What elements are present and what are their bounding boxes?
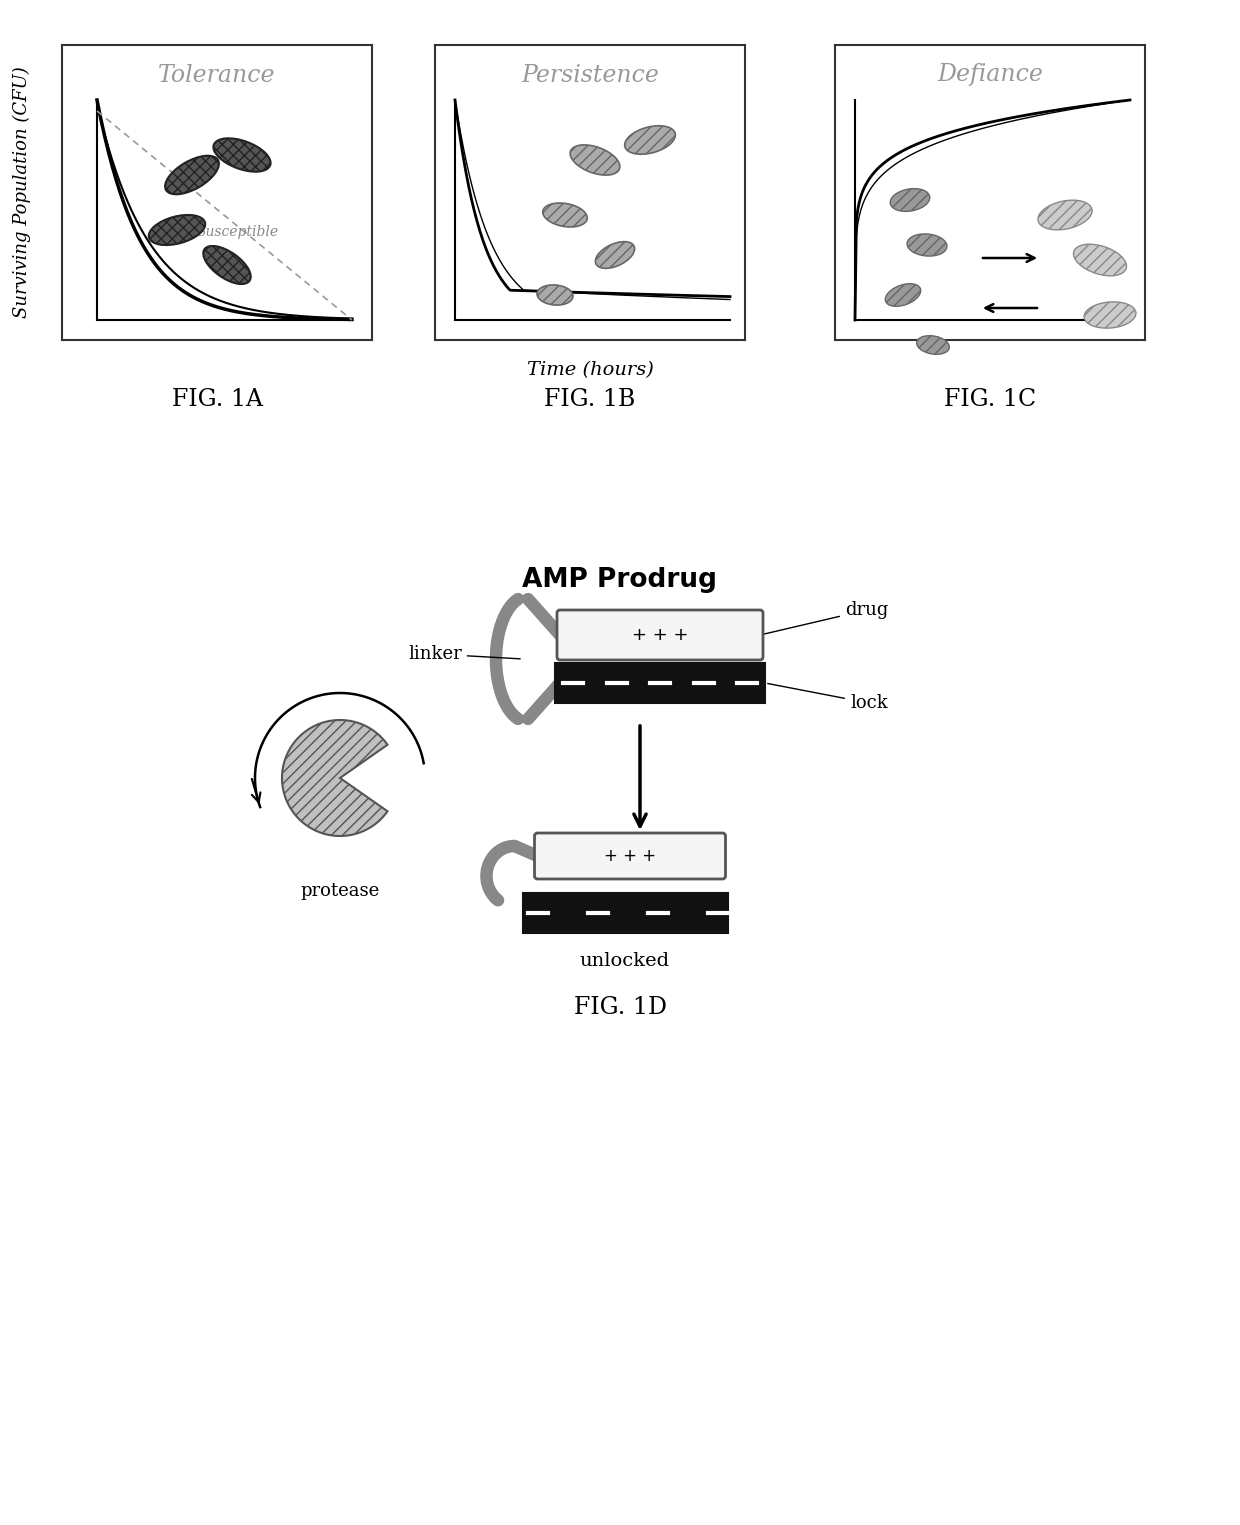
Ellipse shape	[890, 189, 930, 212]
Ellipse shape	[916, 336, 950, 354]
Text: linker: linker	[408, 645, 521, 663]
Text: AMP Prodrug: AMP Prodrug	[522, 567, 718, 593]
Bar	[522, 894, 728, 933]
Text: + + +: + + +	[631, 625, 688, 644]
FancyBboxPatch shape	[534, 833, 725, 878]
FancyBboxPatch shape	[557, 610, 763, 660]
Text: FIG. 1B: FIG. 1B	[544, 389, 636, 412]
Ellipse shape	[1038, 200, 1092, 230]
Ellipse shape	[625, 125, 676, 154]
Text: unlocked: unlocked	[580, 952, 670, 970]
Text: Tolerance: Tolerance	[159, 64, 275, 87]
Text: + + +: + + +	[604, 846, 656, 865]
Ellipse shape	[165, 156, 219, 194]
Ellipse shape	[213, 139, 270, 172]
Ellipse shape	[203, 246, 250, 284]
Text: FIG. 1A: FIG. 1A	[171, 389, 263, 412]
Ellipse shape	[543, 203, 588, 227]
Text: Time (hours): Time (hours)	[527, 361, 653, 380]
Text: FIG. 1C: FIG. 1C	[944, 389, 1037, 412]
Ellipse shape	[537, 285, 573, 305]
Text: Susceptible: Susceptible	[196, 226, 278, 239]
Text: FIG. 1D: FIG. 1D	[573, 996, 667, 1020]
Ellipse shape	[906, 233, 947, 256]
Text: protease: protease	[300, 881, 379, 900]
Text: drug: drug	[763, 601, 888, 634]
Text: lock: lock	[768, 683, 888, 712]
Bar	[556, 663, 765, 703]
Ellipse shape	[1074, 244, 1126, 276]
Ellipse shape	[149, 215, 206, 246]
Text: Defiance: Defiance	[937, 64, 1043, 87]
Ellipse shape	[570, 145, 620, 175]
Text: Surviving Population (CFU): Surviving Population (CFU)	[12, 67, 31, 319]
Ellipse shape	[595, 241, 635, 268]
Text: Persistence: Persistence	[521, 64, 658, 87]
Polygon shape	[281, 720, 388, 836]
Ellipse shape	[1084, 302, 1136, 328]
Ellipse shape	[885, 284, 921, 307]
